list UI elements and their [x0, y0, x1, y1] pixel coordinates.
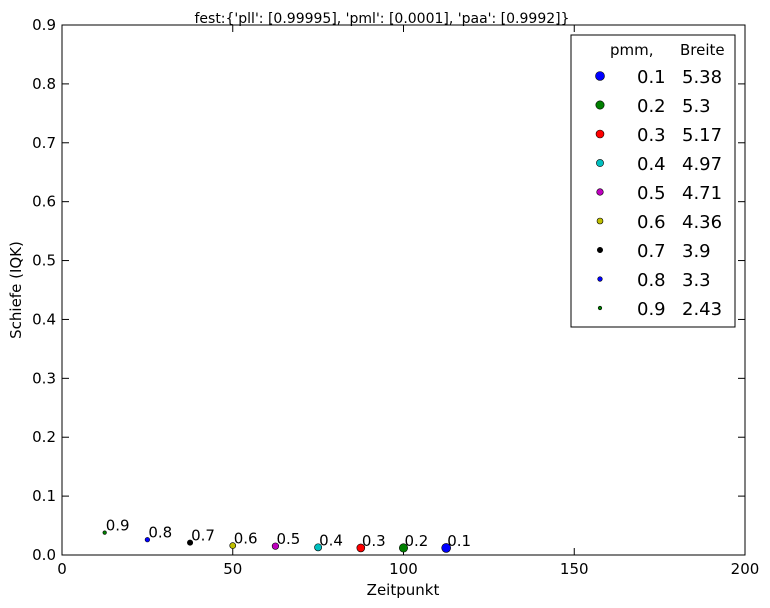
legend-marker	[595, 129, 605, 139]
legend-pmm: 0.9	[637, 299, 666, 320]
data-point-label: 0.3	[362, 532, 386, 550]
y-tick-label: 0.2	[32, 428, 56, 446]
x-tick-label: 200	[731, 560, 760, 578]
data-point	[356, 543, 366, 553]
legend-marker	[595, 100, 605, 110]
legend-breite: 5.38	[682, 67, 722, 88]
x-tick-label: 150	[560, 560, 589, 578]
legend-breite: 4.71	[682, 183, 722, 204]
data-point	[398, 543, 408, 553]
y-tick-label: 0.6	[32, 193, 56, 211]
legend-breite: 2.43	[682, 299, 722, 320]
data-points: 0.1 0.2 0.3 0.4 0.5 0.6 0.7 0.8 0.9	[102, 517, 471, 553]
legend-breite: 4.36	[682, 212, 722, 233]
data-point	[229, 542, 237, 549]
y-tick-label: 0.7	[32, 134, 56, 152]
legend-breite: 5.3	[682, 96, 711, 117]
legend-marker	[597, 305, 603, 311]
data-point-label: 0.2	[405, 532, 429, 550]
data-point	[144, 537, 150, 543]
legend-marker	[596, 159, 604, 167]
y-tick-label: 0.8	[32, 75, 56, 93]
y-axis-label: Schiefe (IQK)	[7, 241, 25, 339]
y-tick-label: 0.1	[32, 487, 56, 505]
x-axis-label: Zeitpunkt	[367, 581, 440, 599]
legend-marker	[596, 217, 604, 225]
y-tick-label: 0.0	[32, 546, 56, 564]
x-tick-label: 100	[389, 560, 418, 578]
data-point-label: 0.9	[106, 517, 130, 535]
data-point	[314, 543, 323, 552]
chart-title: fest:{'pll': [0.99995], 'pml': [0.0001],…	[194, 11, 569, 27]
legend-pmm: 0.8	[637, 270, 666, 291]
legend-marker	[595, 71, 605, 81]
legend: pmm, Breite 0.1 5.380.2 5.30.3 5.170.4 4.970…	[570, 34, 736, 328]
legend-items: 0.1 5.38 0.2 5.3 0.3 5.17 0.4 4.97 0.5 4.71 0.6 4.3…	[595, 67, 722, 320]
legend-pmm: 0.5	[637, 183, 666, 204]
data-point-label: 0.6	[234, 530, 258, 548]
x-tick-label: 50	[223, 560, 242, 578]
legend-pmm: 0.7	[637, 241, 666, 262]
legend-header-breite: Breite	[680, 41, 725, 59]
y-tick-label: 0.3	[32, 369, 56, 387]
legend-marker	[597, 276, 603, 282]
legend-breite: 3.9	[682, 241, 711, 262]
legend-pmm: 0.4	[637, 154, 666, 175]
data-point	[271, 542, 280, 550]
legend-marker	[596, 188, 604, 196]
x-tick-label: 0	[57, 560, 67, 578]
y-tick-label: 0.4	[32, 310, 56, 328]
legend-pmm: 0.2	[637, 96, 666, 117]
data-point-label: 0.5	[276, 530, 300, 548]
data-point	[441, 543, 451, 553]
legend-marker	[596, 247, 603, 254]
legend-pmm: 0.6	[637, 212, 666, 233]
y-tick-label: 0.9	[32, 16, 56, 34]
legend-pmm: 0.3	[637, 125, 666, 146]
y-tick-label: 0.5	[32, 252, 56, 270]
data-point	[102, 530, 107, 535]
data-point-label: 0.8	[148, 524, 172, 542]
legend-breite: 4.97	[682, 154, 722, 175]
data-point-label: 0.7	[191, 527, 215, 545]
data-point-label: 0.1	[447, 532, 471, 550]
legend-breite: 5.17	[682, 125, 722, 146]
data-point-label: 0.4	[319, 531, 343, 549]
axis-ticks: 0 50 100 150 2000.00.10.20.30.40.50.60.70.80…	[32, 16, 759, 578]
legend-breite: 3.3	[682, 270, 711, 291]
legend-header-pmm: pmm,	[610, 41, 654, 59]
legend-pmm: 0.1	[637, 67, 666, 88]
data-point	[187, 539, 194, 546]
